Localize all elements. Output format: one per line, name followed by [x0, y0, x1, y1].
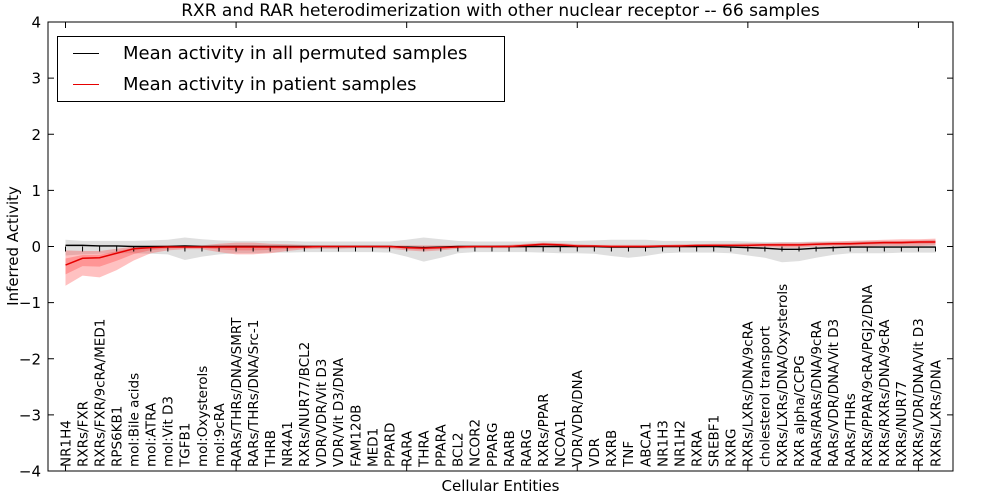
x-tick-label: BCL2 [451, 432, 467, 467]
x-tick-label: TNF [621, 441, 637, 468]
x-tick-label: NCOA1 [553, 419, 569, 467]
x-tick-label: VDR/VDR/DNA [570, 369, 586, 467]
x-tick-label: RXRs/LXRs/DNA/9cRA [741, 321, 757, 467]
x-tick-label: MED1 [365, 428, 381, 467]
x-tick-label: RXRB [604, 430, 620, 467]
x-tick-label: VDR/Vit D3/DNA [331, 357, 347, 467]
patient-band [65, 238, 936, 286]
y-tick-label: 4 [31, 14, 41, 32]
x-tick-label: PPARG [485, 423, 501, 468]
legend-label-patient: Mean activity in patient samples [123, 74, 417, 96]
x-tick-label: RXRs/NUR77/BCL2 [297, 342, 313, 467]
x-tick-label: RARs/THRs/DNA/Src-1 [246, 320, 262, 467]
x-tick-label: NCOR2 [468, 419, 484, 467]
x-tick-label: PPARD [382, 423, 398, 467]
x-tick-label: mol:9cRA [212, 402, 228, 467]
x-tick-label: mol:ATRA [144, 402, 160, 467]
x-tick-label: RARA [399, 430, 415, 467]
x-tick-label: THRB [263, 430, 279, 468]
x-tick-label: NR4A1 [280, 421, 296, 467]
x-tick-label: RPS6KB1 [109, 406, 125, 467]
x-tick-label: RXRs/LXRs/DNA/Oxysterols [775, 284, 791, 467]
y-tick-label: −2 [19, 350, 41, 368]
x-tick-label: ABCA1 [638, 421, 654, 467]
x-tick-label: mol:Oxysterols [195, 366, 211, 467]
x-tick-label: RARs/VDR/DNA/Vit D3 [826, 319, 842, 467]
patient-band-inner [65, 240, 936, 275]
legend: Mean activity in all permuted samples Me… [57, 36, 505, 102]
y-tick-label: 0 [31, 238, 41, 256]
x-tick-label: RARG [519, 429, 535, 467]
legend-line-sample-red [73, 84, 99, 86]
x-tick-label: THRA [417, 430, 433, 468]
x-tick-label: RXRs/PPAR [536, 393, 552, 467]
x-tick-label: RARs/THRs/DNA/SMRT [229, 317, 245, 467]
x-tick-label: RXRs/VDR/DNA/Vit D3 [911, 318, 927, 467]
y-tick-label: −4 [19, 463, 41, 481]
x-tick-label: PPARA [434, 424, 450, 467]
x-tick-label: cholesterol transport [758, 326, 774, 467]
y-axis-label: Inferred Activity [4, 186, 22, 306]
permuted-band [65, 237, 936, 263]
legend-line-sample-black [73, 52, 99, 54]
x-axis-label: Cellular Entities [441, 477, 560, 495]
x-tick-label: RXRs/NUR77 [894, 381, 910, 467]
y-tick-label: 1 [31, 182, 41, 200]
x-tick-label: mol:Bile acids [127, 373, 143, 467]
y-tick-label: 3 [31, 70, 41, 88]
x-tick-label: FAM120B [348, 405, 364, 467]
x-tick-label: RXRA [689, 430, 705, 467]
x-tick-label: RXRs/LXRs/DNA [928, 359, 944, 467]
x-tick-label: TGFB1 [178, 423, 194, 468]
y-tick-label: −1 [19, 294, 41, 312]
x-tick-label: mol:Vit D3 [161, 396, 177, 467]
legend-item-patient: Mean activity in patient samples [58, 70, 504, 100]
x-tick-label: VDR/VDR/Vit D3 [314, 359, 330, 467]
legend-item-permuted: Mean activity in all permuted samples [58, 38, 504, 68]
x-tick-label: RXRs/FXR [75, 401, 91, 467]
x-tick-label: RXRs/FXR/9cRA/MED1 [92, 319, 108, 467]
x-tick-label: RARs/RARs/DNA/9cRA [809, 320, 825, 467]
patient-line [65, 241, 936, 266]
x-tick-label: RXRG [724, 429, 740, 467]
x-tick-label: RXRs/RXRs/DNA/9cRA [877, 319, 893, 467]
x-tick-label: NR1H3 [655, 420, 671, 467]
chart-title: RXR and RAR heterodimerization with othe… [181, 1, 820, 21]
x-tick-label: RARB [502, 430, 518, 467]
x-tick-label: RARs/THRs [843, 393, 859, 467]
x-tick-label: NR1H4 [58, 420, 74, 467]
x-tick-label: SREBF1 [707, 415, 723, 467]
y-tick-label: −3 [19, 406, 41, 424]
y-tick-label: 2 [31, 126, 41, 144]
x-tick-label: RXRs/PPAR/9cRA/PGJ2/DNA [860, 284, 876, 467]
x-tick-label: RXR alpha/CCPG [792, 355, 808, 467]
legend-label-permuted: Mean activity in all permuted samples [123, 42, 468, 64]
x-tick-label: NR1H2 [672, 420, 688, 467]
x-tick-label: VDR [587, 438, 603, 467]
